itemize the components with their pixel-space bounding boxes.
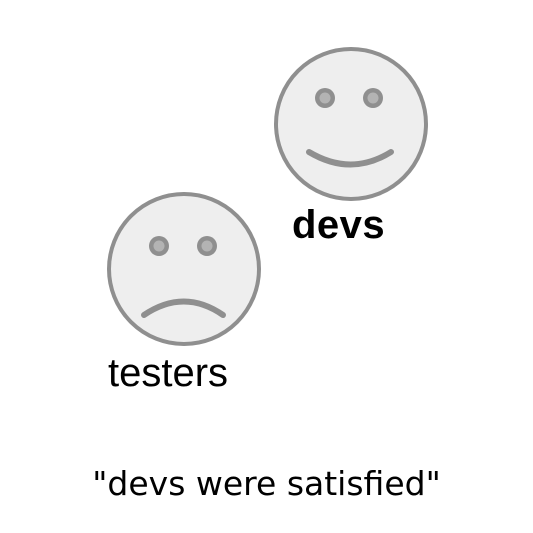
- face-outline: [107, 192, 261, 346]
- smiley-face-icon: [274, 47, 428, 201]
- frowning-face-icon: [107, 192, 261, 346]
- testers-label: testers: [108, 351, 229, 395]
- devs-label: devs: [292, 203, 386, 247]
- smile-mouth: [306, 149, 394, 168]
- face-outline: [274, 47, 428, 201]
- caption: "devs were satisfied": [92, 464, 441, 503]
- right-eye-highlight: [201, 240, 213, 252]
- left-eye-highlight: [153, 240, 165, 252]
- right-eye-highlight: [367, 92, 379, 104]
- frown-mouth: [141, 298, 226, 318]
- left-eye-highlight: [319, 92, 331, 104]
